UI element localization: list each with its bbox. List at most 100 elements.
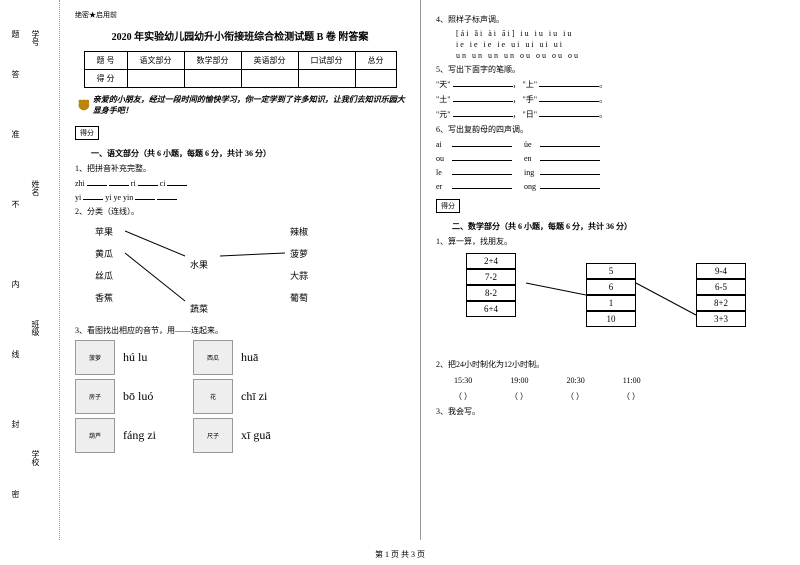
char: 土 bbox=[439, 95, 447, 104]
cell: 8+2 bbox=[696, 295, 746, 311]
pinyin: bō luó bbox=[123, 389, 193, 404]
connect-diagram: 苹果 黄瓜 丝瓜 香蕉 水果 蔬菜 辣椒 菠萝 大蒜 葡萄 bbox=[75, 221, 405, 321]
char: 元 bbox=[439, 110, 447, 119]
pinyin: hú lu bbox=[123, 350, 193, 365]
section-title: 一、语文部分（共 6 小题，每题 6 分，共计 36 分） bbox=[75, 148, 405, 159]
item: 黄瓜 bbox=[95, 243, 113, 265]
time: 20:30 bbox=[566, 376, 584, 385]
pic-rows: 菠萝 hú lu 西瓜 huā 房子 bō luó 花 chī zi 葫芦 fá… bbox=[75, 340, 405, 453]
time-row: 15:30 19:00 20:30 11:00 bbox=[436, 376, 775, 385]
td: 得 分 bbox=[84, 70, 127, 88]
pic-icon: 花 bbox=[193, 379, 233, 414]
pinyin-line: yi yi ye yin bbox=[75, 192, 405, 202]
stroke-row: "土" ， "手" 。 bbox=[436, 94, 775, 105]
th: 语文部分 bbox=[127, 52, 184, 70]
time: 15:30 bbox=[454, 376, 472, 385]
vowel-row: le ing bbox=[436, 167, 775, 177]
stroke-row: "天" ， "上" 。 bbox=[436, 79, 775, 90]
exam-title: 2020 年实验幼儿园幼升小衔接班综合检测试题 B 卷 附答案 bbox=[75, 28, 405, 43]
vowel-row: ai üe bbox=[436, 139, 775, 149]
sidebar-label: 学校 bbox=[30, 450, 41, 466]
tone-row: ie ie ie ie ui ui ui ui bbox=[456, 40, 775, 49]
question: 3、我会写。 bbox=[436, 406, 775, 417]
item: 蔬菜 bbox=[190, 287, 208, 331]
pinyin: xī guā bbox=[241, 428, 311, 443]
pic-icon: 尺子 bbox=[193, 418, 233, 453]
greeting-row: 亲爱的小朋友，经过一段时间的愉快学习，你一定学到了许多知识，让我们去知识乐园大显… bbox=[75, 94, 405, 116]
pinyin: huā bbox=[241, 350, 311, 365]
page-footer: 第 1 页 共 3 页 bbox=[0, 549, 800, 560]
py: ci bbox=[160, 179, 166, 188]
pinyin: fáng zi bbox=[123, 428, 193, 443]
py: yi bbox=[105, 193, 111, 202]
item: 苹果 bbox=[95, 221, 113, 243]
py: ri bbox=[131, 179, 136, 188]
td bbox=[241, 70, 298, 88]
bracket: （ ） bbox=[566, 391, 584, 402]
cell: 3+3 bbox=[696, 311, 746, 327]
py: yin bbox=[123, 193, 133, 202]
tone-row: un un un un ou ou ou ou bbox=[456, 51, 775, 60]
right-column: 4、照样子标声调。 [ái ǎi ài āi] iu iu iu iu ie i… bbox=[420, 0, 790, 540]
question: 1、把拼音补充完整。 bbox=[75, 163, 405, 174]
v: ai bbox=[436, 140, 450, 149]
item: 葡萄 bbox=[290, 287, 308, 309]
score-badge: 得分 bbox=[75, 126, 99, 140]
pinyin-line: zhi ri ci bbox=[75, 178, 405, 188]
item: 丝瓜 bbox=[95, 265, 113, 287]
py: yi bbox=[75, 193, 81, 202]
th: 题 号 bbox=[84, 52, 127, 70]
char: 上 bbox=[526, 80, 534, 89]
dot-char: 准 bbox=[10, 130, 21, 138]
greeting-text: 亲爱的小朋友，经过一段时间的愉快学习，你一定学到了许多知识，让我们去知识乐园大显… bbox=[93, 94, 405, 116]
v: er bbox=[436, 182, 450, 191]
time: 11:00 bbox=[623, 376, 641, 385]
cell: 8-2 bbox=[466, 285, 516, 301]
stroke-row: "元" ， "日" 。 bbox=[436, 109, 775, 120]
question: 3、看图找出相应的音节，用——连起来。 bbox=[75, 325, 405, 336]
item: 大蒜 bbox=[290, 265, 308, 287]
pic-row: 菠萝 hú lu 西瓜 huā bbox=[75, 340, 405, 375]
left-column: 绝密★启用前 2020 年实验幼儿园幼升小衔接班综合检测试题 B 卷 附答案 题… bbox=[60, 0, 420, 540]
pic-icon: 葫芦 bbox=[75, 418, 115, 453]
bracket-row: （ ） （ ） （ ） （ ） bbox=[436, 391, 775, 402]
score-badge: 得分 bbox=[436, 199, 460, 213]
py: zhi bbox=[75, 179, 85, 188]
td bbox=[127, 70, 184, 88]
v: en bbox=[524, 154, 538, 163]
dot-char: 题 bbox=[10, 30, 21, 38]
cell: 10 bbox=[586, 311, 636, 327]
tone-row: [ái ǎi ài āi] iu iu iu iu bbox=[456, 29, 775, 38]
cell: 6 bbox=[586, 279, 636, 295]
v: ing bbox=[524, 168, 538, 177]
v: le bbox=[436, 168, 450, 177]
py: ye bbox=[113, 193, 121, 202]
time: 19:00 bbox=[510, 376, 528, 385]
cell: 5 bbox=[586, 263, 636, 279]
secret-label: 绝密★启用前 bbox=[75, 10, 405, 20]
vowel-row: er ong bbox=[436, 181, 775, 191]
cell: 2+4 bbox=[466, 253, 516, 269]
bracket: （ ） bbox=[454, 391, 472, 402]
connect-lines bbox=[75, 221, 405, 321]
td bbox=[184, 70, 241, 88]
vowel-row: ou en bbox=[436, 153, 775, 163]
question: 6、写出复韵母的四声调。 bbox=[436, 124, 775, 135]
cell: 7-2 bbox=[466, 269, 516, 285]
cell: 1 bbox=[586, 295, 636, 311]
char: 手 bbox=[526, 95, 534, 104]
char: 天 bbox=[439, 80, 447, 89]
score-table: 题 号 语文部分 数学部分 英语部分 口试部分 总分 得 分 bbox=[84, 51, 397, 88]
item: 菠萝 bbox=[290, 243, 308, 265]
question: 2、把24小时制化为12小时制。 bbox=[436, 359, 775, 370]
dot-char: 不 bbox=[10, 200, 21, 208]
v: ou bbox=[436, 154, 450, 163]
bracket: （ ） bbox=[622, 391, 640, 402]
pinyin: chī zi bbox=[241, 389, 311, 404]
binding-sidebar: 学号 题 答 准 姓名 不 内 班级 线 封 学校 密 bbox=[0, 0, 60, 540]
question: 4、照样子标声调。 bbox=[436, 14, 775, 25]
question: 1、算一算，找朋友。 bbox=[436, 236, 775, 247]
bear-icon bbox=[75, 95, 93, 115]
dot-char: 密 bbox=[10, 490, 21, 498]
pic-row: 葫芦 fáng zi 尺子 xī guā bbox=[75, 418, 405, 453]
